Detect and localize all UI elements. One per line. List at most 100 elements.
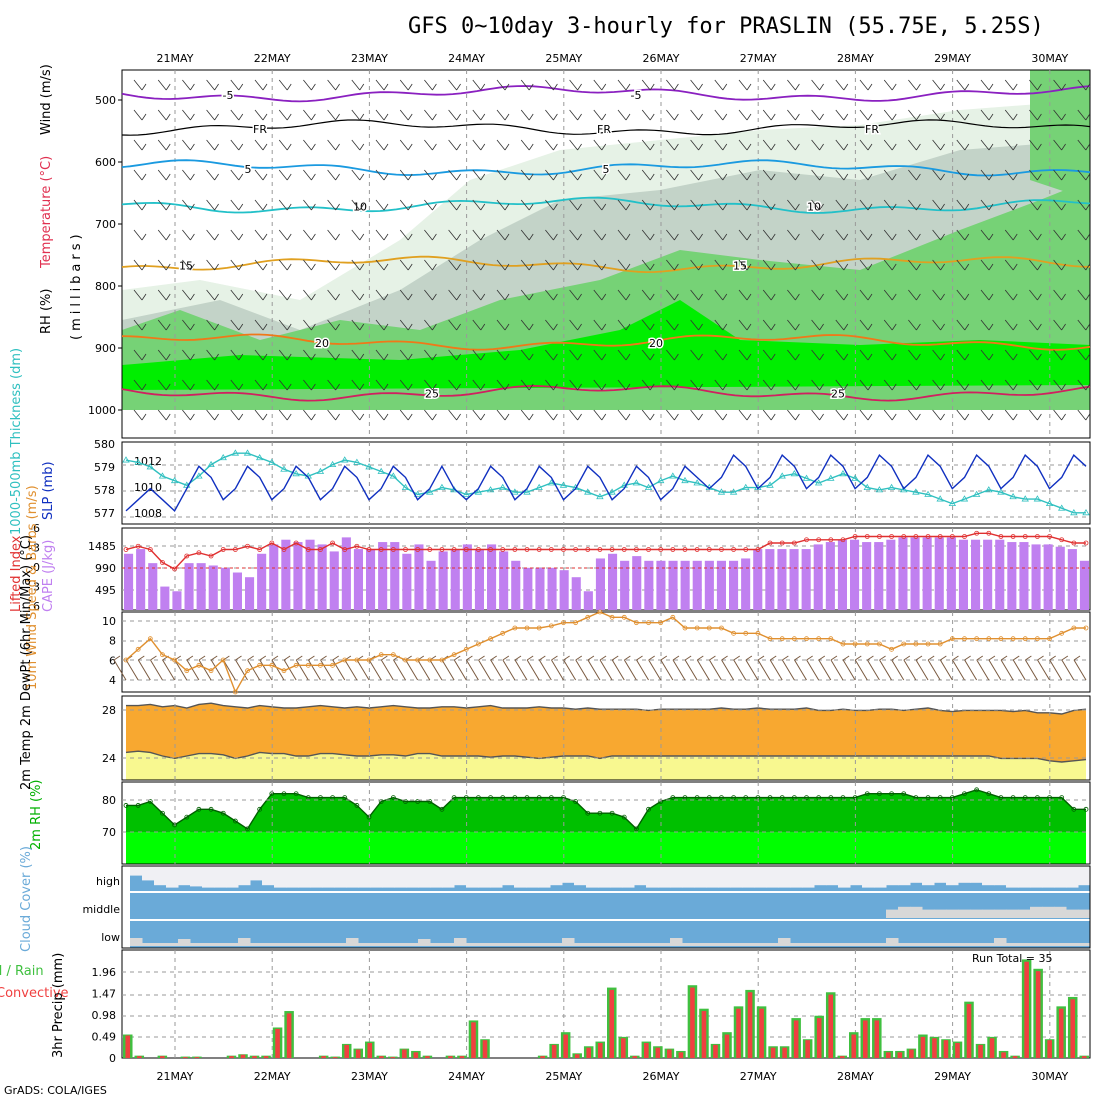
wind-barb xyxy=(908,79,921,91)
thickness-line-point xyxy=(170,476,179,484)
cape-bar xyxy=(716,560,726,610)
wind-barb xyxy=(424,409,437,421)
wind-barb xyxy=(738,289,752,301)
wind-barb-10m xyxy=(551,655,564,681)
rh-line-point xyxy=(828,795,834,801)
cape-tick: 495 xyxy=(95,584,116,597)
cloud-low-gap xyxy=(562,938,575,946)
thickness-line-point xyxy=(596,492,604,500)
wind-barb xyxy=(496,79,510,91)
li-line-point xyxy=(1083,540,1089,546)
pressure-tick: 1000 xyxy=(88,404,116,417)
rh-line-point xyxy=(257,806,263,812)
wind-barb xyxy=(399,289,413,301)
wind-barb xyxy=(811,229,824,241)
slp-label: SLP (mb) xyxy=(41,461,56,520)
wind-barb xyxy=(182,259,195,271)
precip-conv-bar xyxy=(332,1057,338,1058)
cape-bar xyxy=(632,556,642,610)
cape-label: CAPE (J/kg) xyxy=(41,540,56,612)
slp-tick: 1010 xyxy=(134,481,162,494)
rh-band-top xyxy=(1030,70,1090,200)
wind-barb xyxy=(278,229,292,241)
li-line-point xyxy=(123,547,129,552)
cloud-low-gap xyxy=(754,943,767,946)
thickness-line-point xyxy=(632,479,641,486)
wind-barb xyxy=(835,109,849,121)
li-line-point xyxy=(463,547,469,552)
wind-barb-10m xyxy=(757,655,771,681)
cloud-high-gap xyxy=(310,866,323,888)
cape-bar xyxy=(571,577,581,610)
cloud-low-gap xyxy=(766,943,779,946)
thickness-line-point xyxy=(1045,499,1054,507)
thickness-line-point xyxy=(778,472,786,479)
wind-barb xyxy=(666,169,679,181)
rh-line-point xyxy=(451,795,457,801)
rh-line-point xyxy=(901,791,907,797)
wind-barb xyxy=(666,79,679,91)
thickness-tick: 577 xyxy=(94,507,115,520)
wind-barb xyxy=(714,259,728,271)
li-line-point xyxy=(682,547,688,552)
wind-speed-line-point xyxy=(633,620,639,626)
precip-conv-bar xyxy=(851,1034,857,1058)
wind-barb xyxy=(327,349,340,361)
rh-line-point xyxy=(415,799,421,804)
wind-barb xyxy=(593,379,607,391)
li-line-point xyxy=(889,534,894,539)
cloud-low-gap xyxy=(730,943,743,946)
wind-speed-line-point xyxy=(609,614,615,620)
rh-line-point xyxy=(633,826,639,832)
wind-barb-10m xyxy=(150,655,163,681)
wind-barb xyxy=(1004,289,1018,301)
wind-barb xyxy=(690,139,703,151)
wind-barb xyxy=(762,229,776,241)
slp-frame xyxy=(121,441,1091,525)
wind-barb-10m xyxy=(879,655,892,681)
wind-barb xyxy=(641,199,655,211)
temp-tick: 28 xyxy=(102,704,116,717)
wind-barb xyxy=(278,409,292,421)
wind-barb xyxy=(859,169,873,181)
precip-conv-bar xyxy=(1024,961,1029,1058)
wind-barb xyxy=(1077,319,1091,331)
wind-barb xyxy=(448,139,461,151)
wind-barb xyxy=(617,109,631,121)
li-line-point xyxy=(220,547,226,552)
wind-barb xyxy=(399,139,413,151)
wind-speed-line-point xyxy=(403,657,408,663)
wind-speed-line-point xyxy=(512,625,518,631)
cloud-middle-gap xyxy=(898,906,911,918)
isotherm-label: -5 xyxy=(631,89,642,102)
run-total: Run Total = 35 xyxy=(972,952,1053,965)
cloud-low-gap xyxy=(610,943,623,946)
wind-barb xyxy=(278,169,292,181)
li-line-point xyxy=(390,547,396,552)
cloud-low-gap xyxy=(946,943,959,946)
cloud-high-gap xyxy=(1042,866,1055,888)
li-line-point xyxy=(913,534,919,539)
wind-barb xyxy=(424,109,437,121)
precip-conv-bar xyxy=(563,1034,568,1058)
wind-barb xyxy=(278,349,292,361)
wind-barb xyxy=(424,139,437,151)
cape-bar xyxy=(704,560,714,610)
wind-barb xyxy=(762,169,776,181)
date-label-bottom: 27MAY xyxy=(740,1070,777,1083)
wind-barb xyxy=(1004,169,1018,181)
precip-conv-bar xyxy=(701,1011,707,1058)
wind-barb xyxy=(472,349,486,361)
cloud-high-gap xyxy=(754,866,767,888)
wind-speed-line-point xyxy=(646,620,651,626)
wind-barb xyxy=(690,169,703,181)
cloud-high-gap xyxy=(478,866,491,888)
rh-line-point xyxy=(342,795,348,801)
rh-line-point xyxy=(986,791,992,797)
wind-barb xyxy=(908,319,921,331)
wind-barb-10m xyxy=(1073,655,1087,681)
cloud-high-gap xyxy=(838,866,851,888)
thickness-line-point xyxy=(644,483,653,490)
wind-barb xyxy=(787,199,800,211)
wind-barb xyxy=(303,289,316,301)
